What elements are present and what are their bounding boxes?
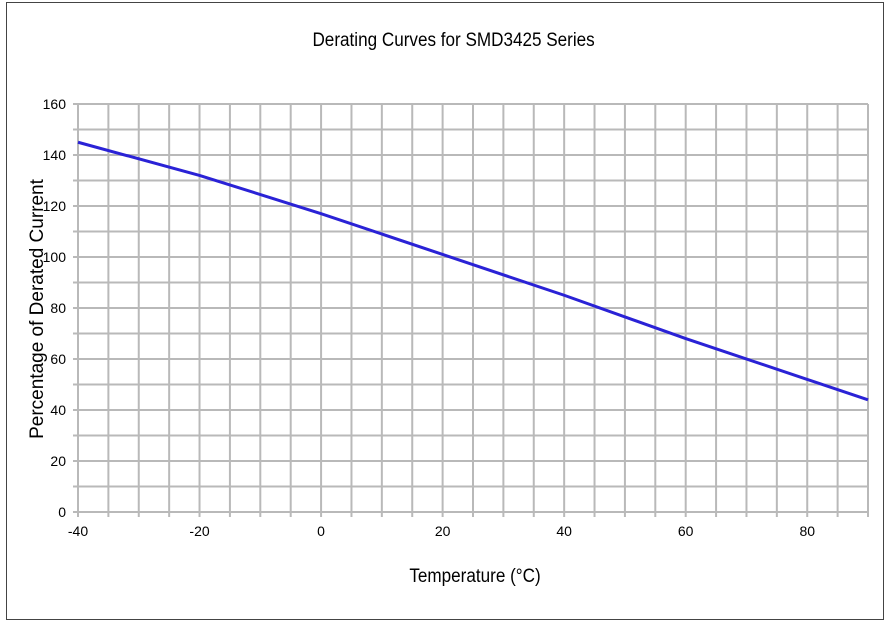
series-line [77, 140, 869, 402]
y-tick-label: 0 [58, 504, 66, 520]
x-tick-label: 80 [799, 523, 815, 539]
y-tick-label: 80 [50, 300, 66, 316]
x-tick-label: 60 [678, 523, 694, 539]
chart-title: Derating Curves for SMD3425 Series [312, 30, 595, 51]
x-tick-label: -20 [189, 523, 209, 539]
y-tick-label: 40 [50, 402, 66, 418]
x-tick-label: 0 [317, 523, 325, 539]
y-tick-label: 140 [43, 147, 67, 163]
x-axis-label: Temperature (°C) [409, 566, 541, 587]
y-tick-label: 100 [43, 249, 67, 265]
series-group [77, 140, 869, 402]
grid [73, 103, 869, 517]
y-tick-label: 60 [50, 351, 66, 367]
x-tick-label: -40 [68, 523, 88, 539]
x-tick-label: 40 [556, 523, 572, 539]
y-tick-labels: 0 20 40 60 80 100 120 140 160 [43, 96, 67, 520]
y-tick-label: 160 [43, 96, 67, 112]
y-tick-label: 20 [50, 453, 66, 469]
y-tick-label: 120 [43, 198, 67, 214]
x-tick-labels: -40 -20 0 20 40 60 80 [68, 523, 815, 539]
x-tick-label: 20 [435, 523, 451, 539]
